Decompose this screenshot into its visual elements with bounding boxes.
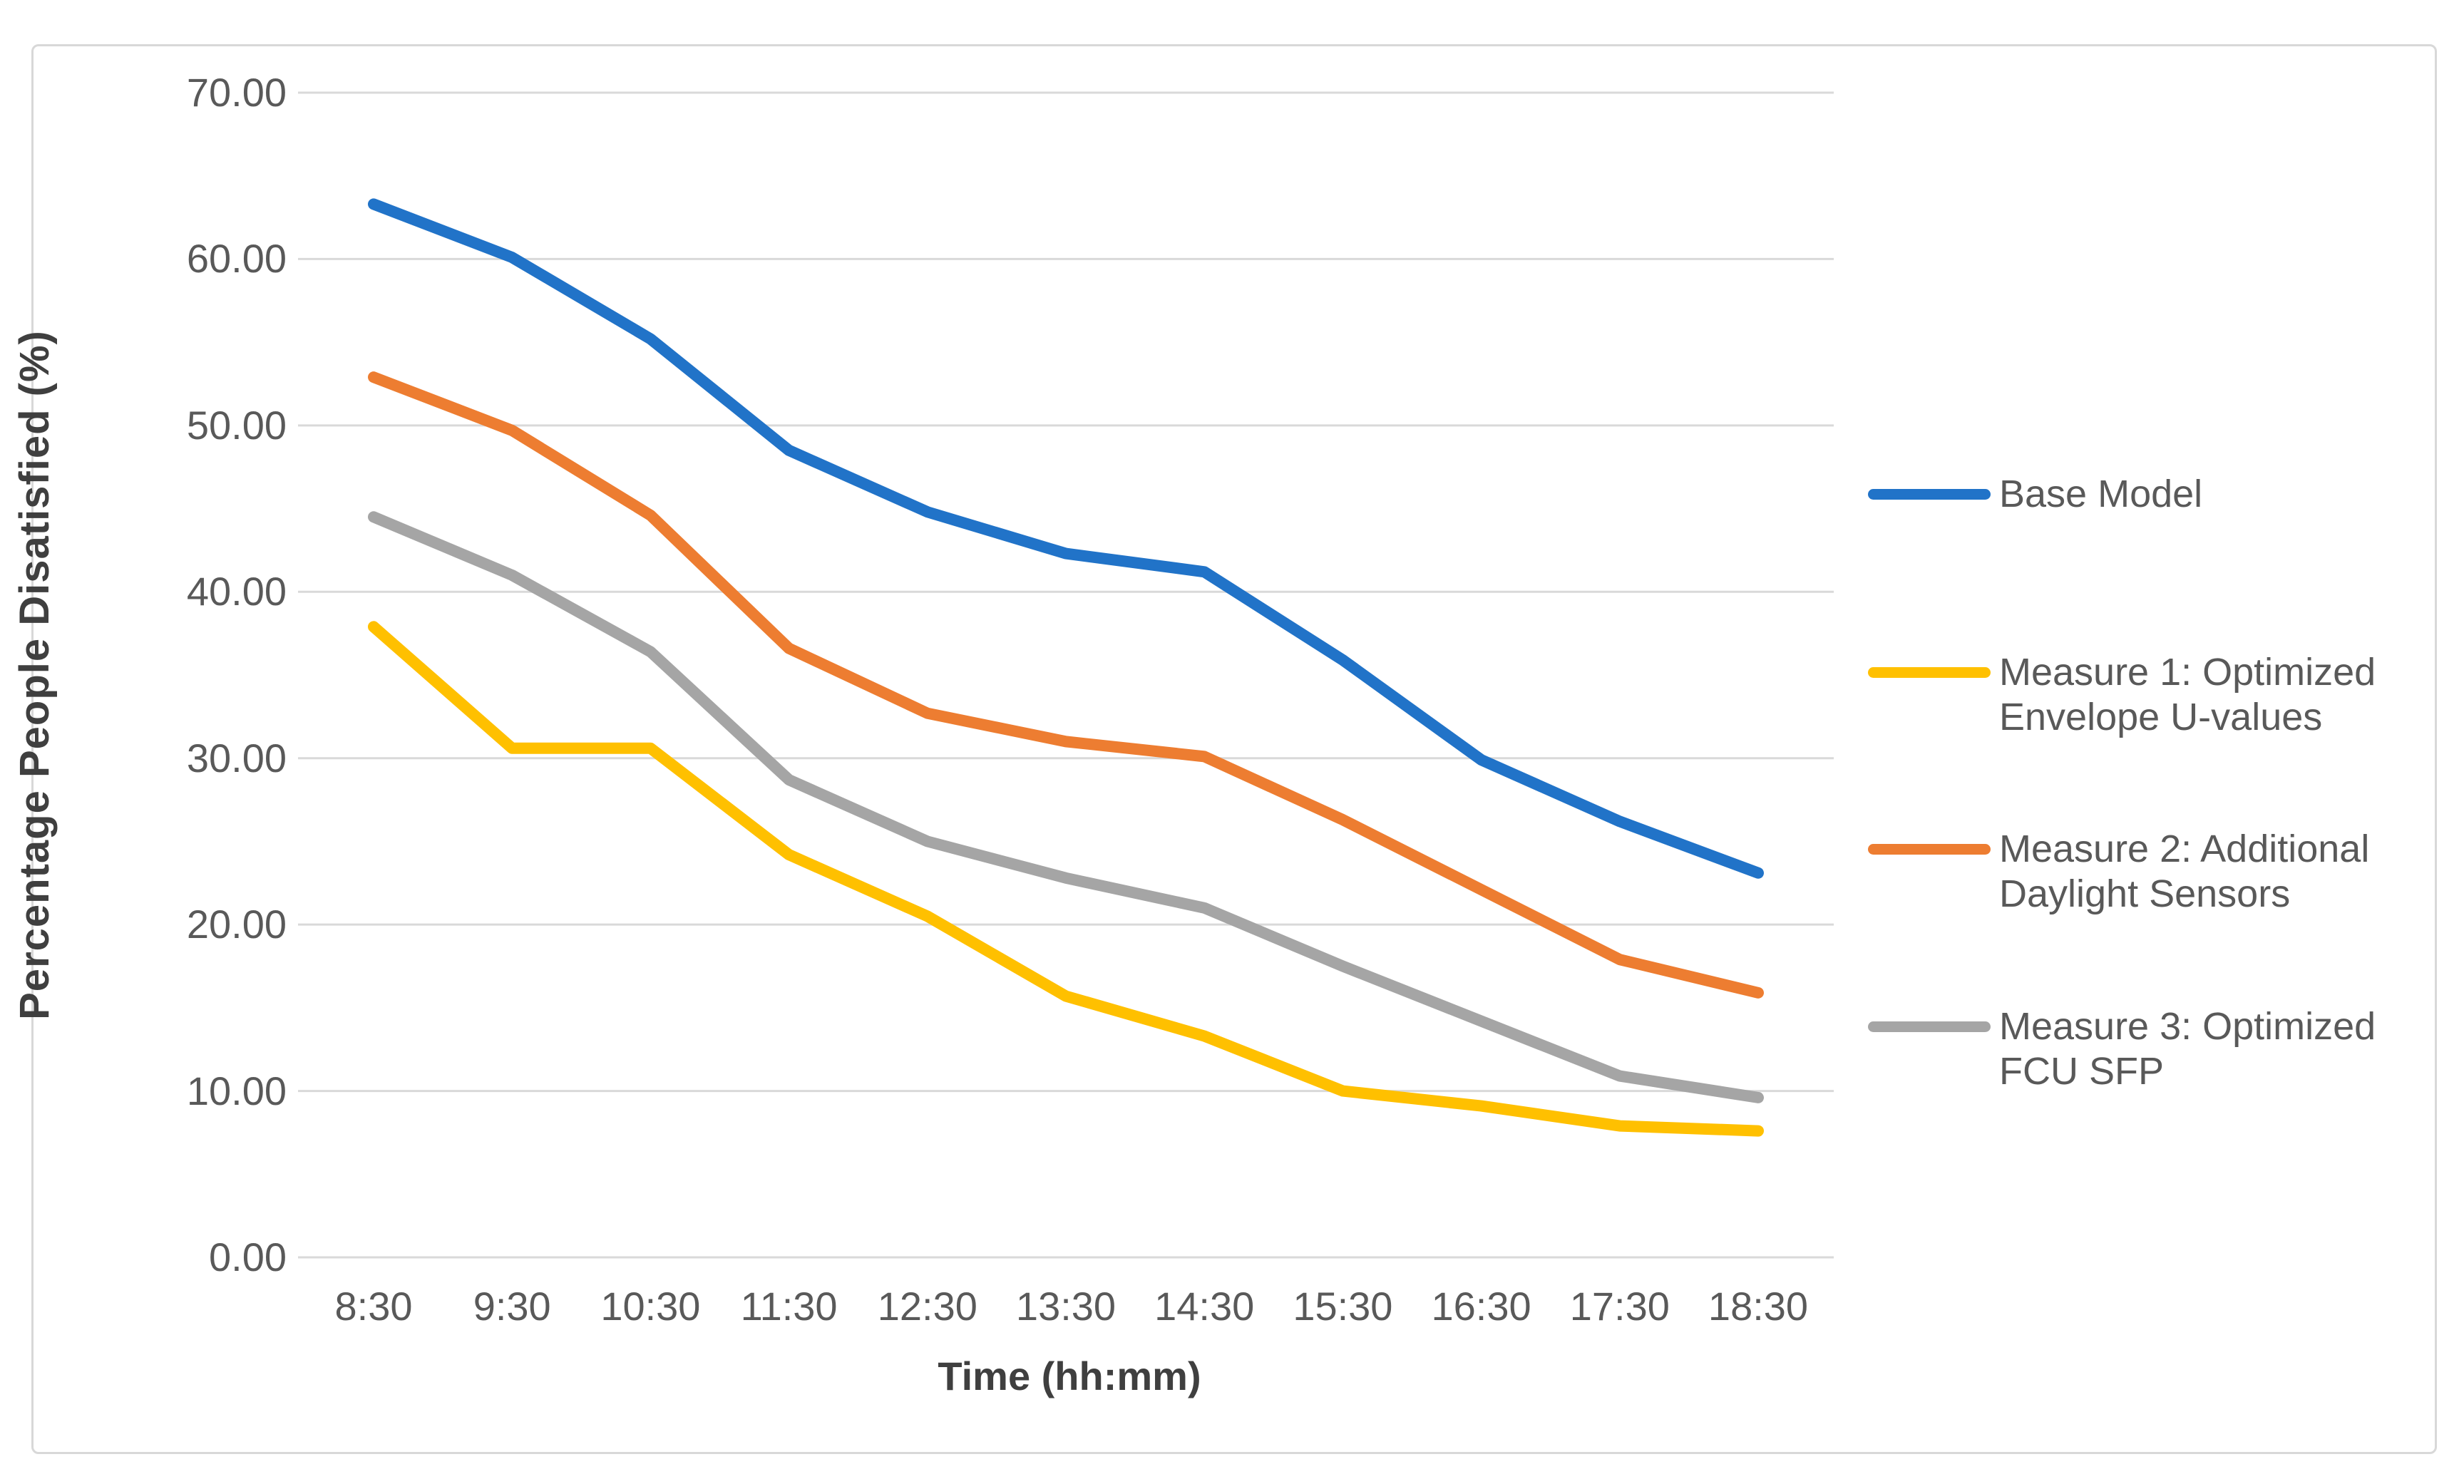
series-line-measure-3-optimized-fcu-sfp — [368, 511, 1764, 1103]
y-tick-label: 0.00 — [209, 1235, 287, 1279]
y-axis-title: Percentage People Disatisfied (%) — [11, 330, 58, 1020]
x-tick-label: 12:30 — [877, 1284, 977, 1329]
legend-item: Measure 3: Optimized FCU SFP — [1868, 1004, 2376, 1094]
y-tick-label: 10.00 — [186, 1068, 287, 1113]
legend-swatch — [1868, 667, 1991, 678]
x-tick-label: 15:30 — [1293, 1284, 1393, 1329]
legend-swatch — [1868, 844, 1991, 855]
y-tick-label: 40.00 — [186, 569, 287, 614]
legend-swatch — [1868, 489, 1991, 500]
legend-item: Measure 2: Additional Daylight Sensors — [1868, 827, 2369, 917]
x-tick-label: 18:30 — [1708, 1284, 1809, 1329]
legend-item: Measure 1: Optimized Envelope U-values — [1868, 650, 2376, 740]
legend-label: Base Model — [1999, 473, 2203, 515]
x-axis-title: Time (hh:mm) — [938, 1354, 1201, 1398]
legend-item: Base Model — [1868, 472, 2202, 517]
y-tick-label: 70.00 — [186, 69, 287, 115]
x-tick-label: 10:30 — [600, 1284, 701, 1329]
legend-label: Measure 2: Additional Daylight Sensors — [1999, 828, 2370, 915]
y-tick-label: 60.00 — [186, 236, 287, 282]
legend-swatch — [1868, 1021, 1991, 1032]
legend-label: Measure 3: Optimized FCU SFP — [1999, 1005, 2376, 1093]
series-line-measure-1-optimized-envelope-u-values — [368, 621, 1764, 1137]
x-tick-label: 14:30 — [1154, 1284, 1255, 1329]
x-tick-label: 8:30 — [334, 1284, 413, 1329]
x-tick-label: 13:30 — [1015, 1284, 1116, 1329]
y-tick-label: 30.00 — [186, 735, 287, 780]
legend-label: Measure 1: Optimized Envelope U-values — [1999, 651, 2376, 738]
x-tick-label: 17:30 — [1569, 1284, 1670, 1329]
series-line-base-model — [368, 198, 1764, 879]
y-tick-label: 20.00 — [186, 902, 287, 947]
chart-outer-border — [31, 44, 2437, 1454]
y-tick-label: 50.00 — [186, 402, 287, 448]
x-tick-label: 9:30 — [473, 1284, 551, 1329]
x-tick-label: 16:30 — [1431, 1284, 1531, 1329]
series-line-measure-2-additional-daylight-sensors — [368, 371, 1764, 999]
x-tick-label: 11:30 — [740, 1284, 838, 1329]
